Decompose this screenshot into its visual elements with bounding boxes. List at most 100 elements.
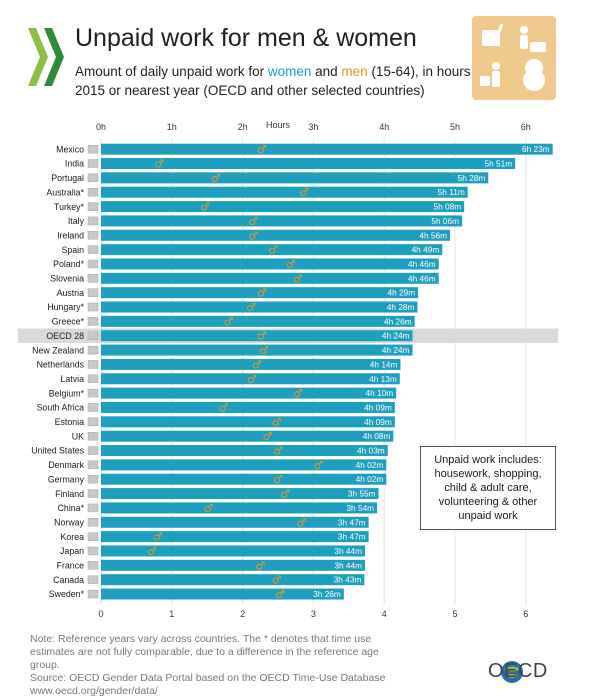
country-flag-icon: [87, 518, 99, 527]
country-flag-icon: [87, 173, 99, 183]
men-marker-icon: ♂: [200, 201, 210, 214]
country-label: India: [65, 159, 84, 169]
subtitle-women: women: [267, 64, 312, 79]
men-marker-icon: ♂: [286, 258, 296, 271]
country-label: China*: [58, 503, 85, 513]
women-value-label: 5h 08m: [434, 202, 462, 212]
x-tick-top: 3h: [308, 122, 318, 132]
country-label: Ireland: [57, 230, 84, 240]
country-label: United States: [31, 446, 84, 456]
subtitle-text: Amount of daily unpaid work for: [75, 64, 268, 79]
unpaid-work-badge-icon: [472, 16, 556, 100]
women-value-label: 4h 56m: [419, 230, 447, 240]
country-flag-icon: [87, 231, 99, 240]
country-label: Germany: [48, 474, 85, 484]
x-tick-bottom: 5: [452, 609, 457, 619]
x-tick-top: 1h: [167, 122, 177, 132]
men-marker-icon: ♂: [299, 186, 309, 199]
x-tick-bottom: 2: [240, 609, 245, 619]
women-value-label: 3h 47m: [338, 532, 366, 542]
women-value-label: 4h 08m: [363, 431, 391, 441]
women-value-label: 4h 49m: [412, 245, 440, 255]
country-label: Australia*: [46, 187, 84, 197]
footnote-source: Source: OECD Gender Data Portal based on…: [30, 672, 386, 684]
country-flag-icon: [87, 216, 99, 226]
country-flag-icon: [87, 561, 99, 570]
country-flag-icon: [87, 345, 99, 355]
x-tick-bottom: 6: [523, 609, 528, 619]
women-bar: [101, 287, 419, 299]
country-flag-icon: [87, 245, 99, 254]
women-bar: [101, 430, 394, 442]
country-label: Slovenia: [50, 274, 84, 284]
x-tick-bottom: 3: [311, 609, 316, 619]
country-label: Hungary*: [47, 302, 84, 312]
country-label: Canada: [53, 575, 84, 585]
men-marker-icon: ♂: [272, 574, 282, 587]
women-bar: [101, 344, 413, 356]
country-label: Mexico: [56, 144, 84, 154]
country-label: Denmark: [48, 460, 84, 470]
page-subtitle: Amount of daily unpaid work for women an…: [75, 62, 475, 100]
page-title: Unpaid work for men & women: [75, 24, 417, 52]
women-value-label: 5h 06m: [431, 216, 459, 226]
country-flag-icon: [87, 460, 99, 470]
men-marker-icon: ♂: [255, 559, 265, 572]
country-flag-icon: [87, 589, 99, 599]
country-flag-icon: [87, 144, 99, 154]
women-bar: [101, 201, 465, 213]
country-flag-icon: [87, 302, 99, 312]
country-label: Poland*: [53, 259, 84, 269]
men-marker-icon: ♂: [211, 172, 221, 185]
men-marker-icon: ♂: [147, 545, 157, 558]
oecd-wordmark: OECD: [488, 660, 548, 682]
footnote: Note: Reference years vary across countr…: [30, 633, 410, 698]
women-bar: [101, 373, 400, 385]
x-tick-bottom: 0: [98, 609, 103, 619]
men-marker-icon: ♂: [246, 301, 256, 314]
women-bar: [101, 272, 439, 284]
women-value-label: 4h 13m: [369, 374, 397, 384]
x-tick-top: 0h: [96, 122, 106, 132]
women-value-label: 4h 09m: [364, 402, 392, 412]
women-value-label: 4h 28m: [387, 302, 415, 312]
country-label: New Zealand: [32, 345, 84, 355]
women-value-label: 4h 24m: [382, 345, 410, 355]
men-marker-icon: ♂: [224, 315, 234, 328]
women-bar: [101, 488, 379, 500]
country-label: OECD 28: [46, 331, 84, 341]
women-bar: [101, 401, 395, 413]
men-marker-icon: ♂: [248, 229, 258, 242]
country-label: Norway: [54, 517, 84, 527]
subtitle-and: and: [311, 64, 342, 79]
women-bar: [101, 229, 451, 241]
country-flag-icon: [87, 274, 99, 283]
women-value-label: 4h 29m: [387, 288, 415, 298]
women-bar: [101, 158, 516, 170]
men-marker-icon: ♂: [293, 387, 303, 400]
country-flag-icon: [87, 202, 99, 211]
women-bar: [101, 301, 418, 313]
subtitle-text-post: (15-64), in hours: [367, 64, 471, 79]
country-flag-icon: [87, 532, 99, 541]
women-bar: [101, 531, 369, 543]
men-marker-icon: ♂: [248, 215, 258, 228]
women-value-label: 4h 03m: [357, 446, 385, 456]
footnote-note: Note: Reference years vary across countr…: [30, 633, 379, 671]
footnote-link[interactable]: www.oecd.org/gender/data/: [30, 685, 158, 697]
men-marker-icon: ♂: [257, 143, 267, 156]
men-marker-icon: ♂: [293, 272, 303, 285]
women-value-label: 6h 23m: [522, 144, 550, 154]
men-marker-icon: ♂: [272, 416, 282, 429]
country-flag-icon: [87, 446, 99, 455]
x-axis-label-top: Hours: [266, 120, 291, 130]
subtitle-line2: 2015 or nearest year (OECD and other sel…: [75, 83, 425, 98]
country-flag-icon: [87, 546, 99, 556]
country-label: Japan: [60, 546, 84, 556]
women-bar: [101, 172, 489, 184]
women-value-label: 4h 24m: [382, 331, 410, 341]
women-value-label: 4h 02m: [356, 460, 384, 470]
women-value-label: 4h 26m: [384, 316, 412, 326]
country-label: Estonia: [55, 417, 84, 427]
women-bar: [101, 143, 553, 155]
